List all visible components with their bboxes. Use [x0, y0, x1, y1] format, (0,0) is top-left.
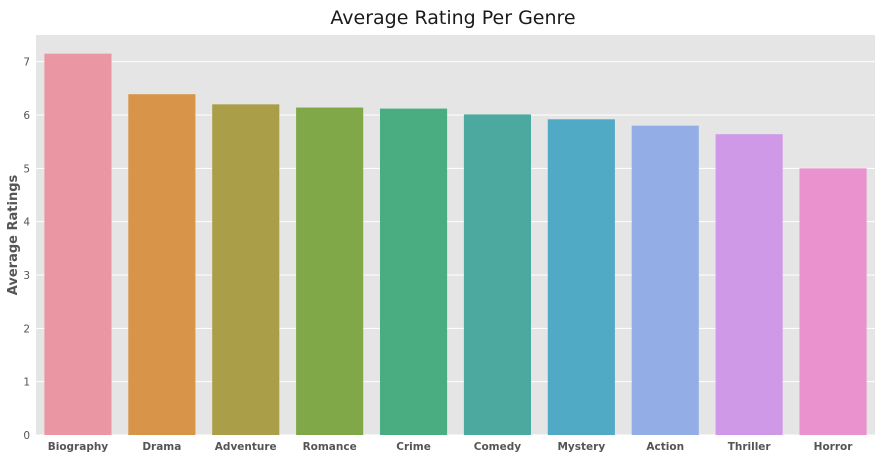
x-tick-label: Adventure [215, 441, 277, 453]
bar-biography [44, 53, 112, 436]
y-tick-label: 1 [23, 377, 30, 389]
bar-action [631, 125, 699, 436]
x-tick-label: Biography [48, 441, 109, 453]
bar-horror [799, 168, 867, 436]
y-tick-label: 6 [23, 110, 30, 122]
bars [44, 53, 867, 436]
y-axis-ticks: 0 1 2 3 4 5 6 7 [23, 57, 30, 442]
y-tick-label: 3 [23, 270, 30, 282]
bar-adventure [212, 104, 280, 435]
bar-thriller [715, 134, 783, 435]
x-tick-label: Comedy [474, 441, 521, 453]
x-tick-label: Mystery [557, 441, 605, 453]
bar-drama [128, 94, 196, 435]
x-tick-label: Action [646, 441, 684, 453]
x-tick-label: Horror [814, 441, 854, 453]
x-axis-ticks: Biography Drama Adventure Romance Crime Comed… [48, 441, 854, 453]
x-tick-label: Drama [142, 441, 181, 453]
chart-title: Average Rating Per Genre [330, 7, 575, 29]
x-tick-label: Thriller [728, 441, 772, 453]
bar-crime [379, 108, 448, 435]
bar-mystery [547, 119, 615, 436]
y-tick-label: 2 [23, 323, 30, 335]
y-axis-label: Average Ratings [6, 175, 21, 296]
bar-comedy [463, 114, 532, 435]
y-tick-label: 0 [23, 430, 30, 442]
bar-romance [296, 107, 364, 436]
x-tick-label: Crime [396, 441, 431, 453]
y-tick-label: 7 [23, 57, 30, 69]
y-tick-label: 4 [23, 217, 30, 229]
y-tick-label: 5 [23, 163, 30, 175]
x-tick-label: Romance [303, 441, 357, 453]
